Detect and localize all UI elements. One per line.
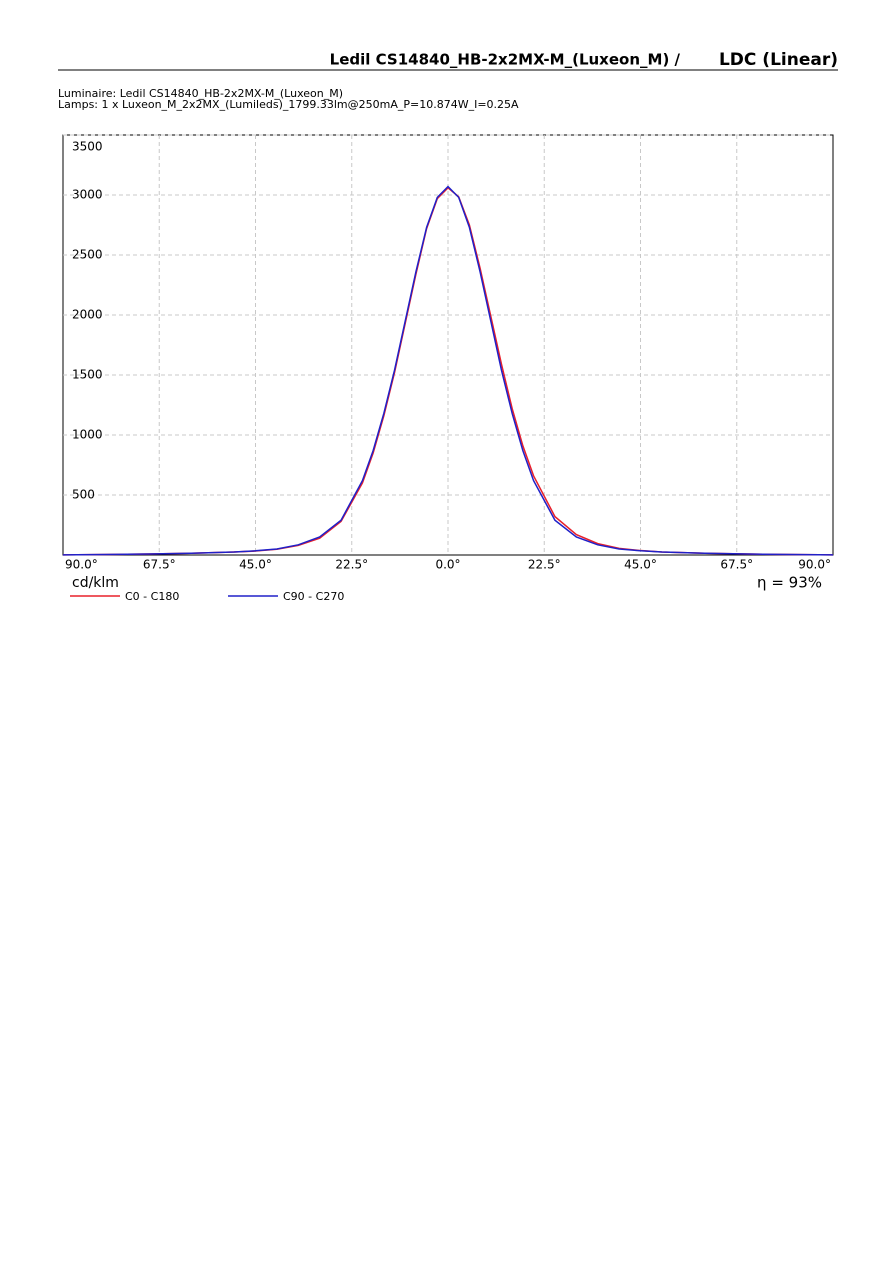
legend-label: C0 - C180 [125,590,179,603]
x-tick-label: 67.5° [720,558,753,572]
x-tick-label: 90.0° [798,558,831,572]
x-tick-label: 90.0° [65,558,98,572]
subtitle: Lamps: 1 x Luxeon_M_2x2MX_(Lumileds)_179… [58,98,519,111]
y-tick-label: 2500 [72,248,103,262]
x-tick-label: 0.0° [435,558,460,572]
x-tick-label: 67.5° [143,558,176,572]
subtitle: Luminaire: Ledil CS14840_HB-2x2MX-M_(Lux… [58,87,343,100]
series-line [62,185,834,556]
chart-title-type: LDC (Linear) [719,50,838,70]
chart-title: Ledil CS14840_HB-2x2MX-M_(Luxeon_M) / [330,51,681,69]
y-tick-label: 1000 [72,428,103,442]
x-tick-label: 45.0° [239,558,272,572]
y-tick-label: 3000 [72,188,103,202]
annotation: η = 93% [757,574,822,592]
y-unit-label: cd/klm [72,575,119,591]
y-tick-label: 3500 [72,140,103,154]
y-tick-label: 2000 [72,308,103,322]
x-tick-label: 45.0° [624,558,657,572]
y-tick-label: 1500 [72,368,103,382]
x-tick-label: 22.5° [335,558,368,572]
x-tick-label: 22.5° [528,558,561,572]
y-tick-label: 500 [72,488,95,502]
legend-label: C90 - C270 [283,590,344,603]
